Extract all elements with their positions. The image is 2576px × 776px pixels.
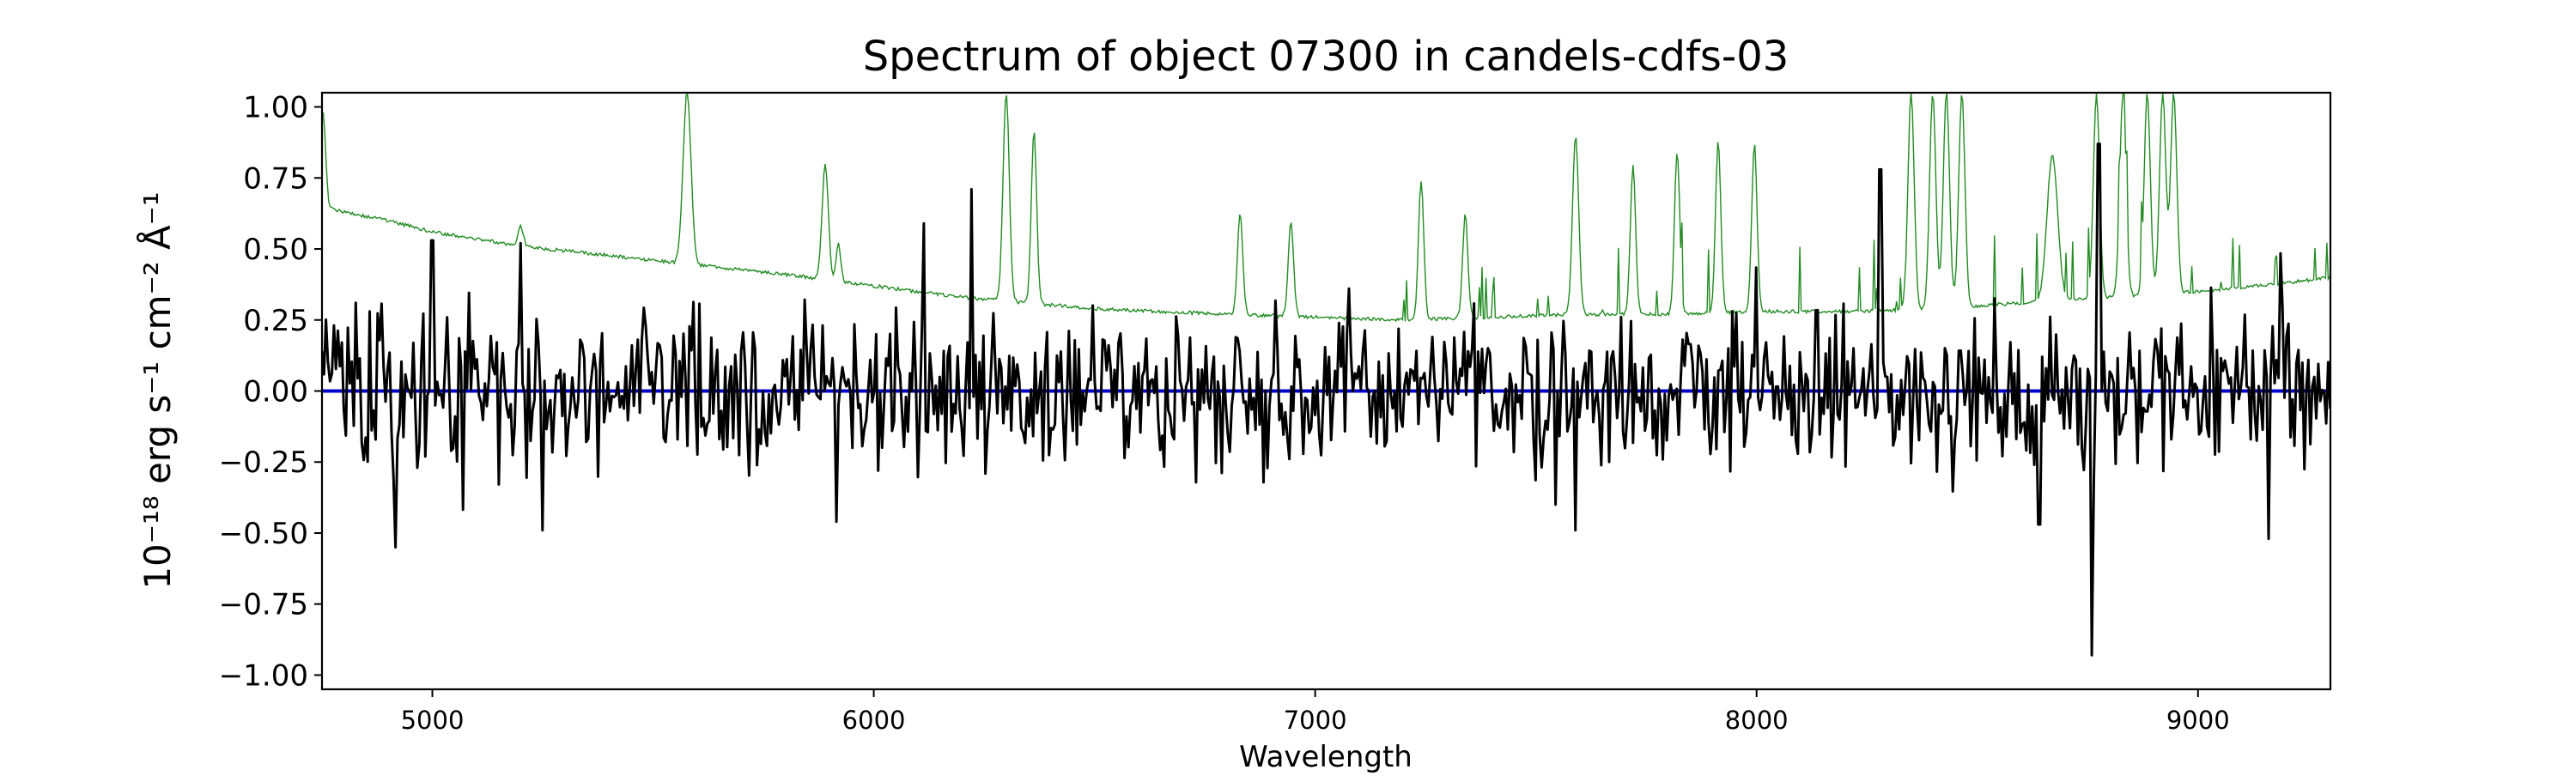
chart-title: Spectrum of object 07300 in candels-cdfs… bbox=[863, 33, 1789, 81]
y-tick-label: 1.00 bbox=[243, 91, 308, 125]
plot-area bbox=[322, 93, 2330, 657]
y-tick-label: −0.75 bbox=[219, 588, 308, 622]
flux-layer bbox=[322, 142, 2330, 657]
x-tick-label: 7000 bbox=[1284, 706, 1347, 735]
y-tick-label: 0.75 bbox=[243, 161, 308, 196]
y-tick-label: −0.50 bbox=[219, 517, 308, 551]
x-tick-label: 5000 bbox=[401, 706, 465, 735]
error-spectrum-line bbox=[322, 93, 2330, 323]
y-tick-label: 0.50 bbox=[243, 233, 308, 267]
y-tick-label: −0.25 bbox=[219, 446, 308, 480]
y-tick-label: 0.00 bbox=[243, 375, 308, 409]
error-layer bbox=[322, 93, 2330, 323]
y-tick-label: 0.25 bbox=[243, 304, 308, 338]
y-axis: 1.00 0.75 0.50 0.25 0.00 −0.25 −0.50 −0.75 −1.00 bbox=[219, 91, 322, 693]
flux-spectrum-line bbox=[322, 142, 2330, 657]
x-axis-label: Wavelength bbox=[1239, 740, 1413, 773]
y-tick-label: −1.00 bbox=[219, 658, 308, 693]
x-axis: 5000 6000 7000 8000 9000 bbox=[401, 689, 2230, 735]
x-tick-label: 6000 bbox=[842, 706, 906, 735]
y-axis-label: 10⁻¹⁸ erg s⁻¹ cm⁻² Å⁻¹ bbox=[136, 191, 179, 589]
x-tick-label: 9000 bbox=[2166, 706, 2230, 735]
x-tick-label: 8000 bbox=[1725, 706, 1789, 735]
